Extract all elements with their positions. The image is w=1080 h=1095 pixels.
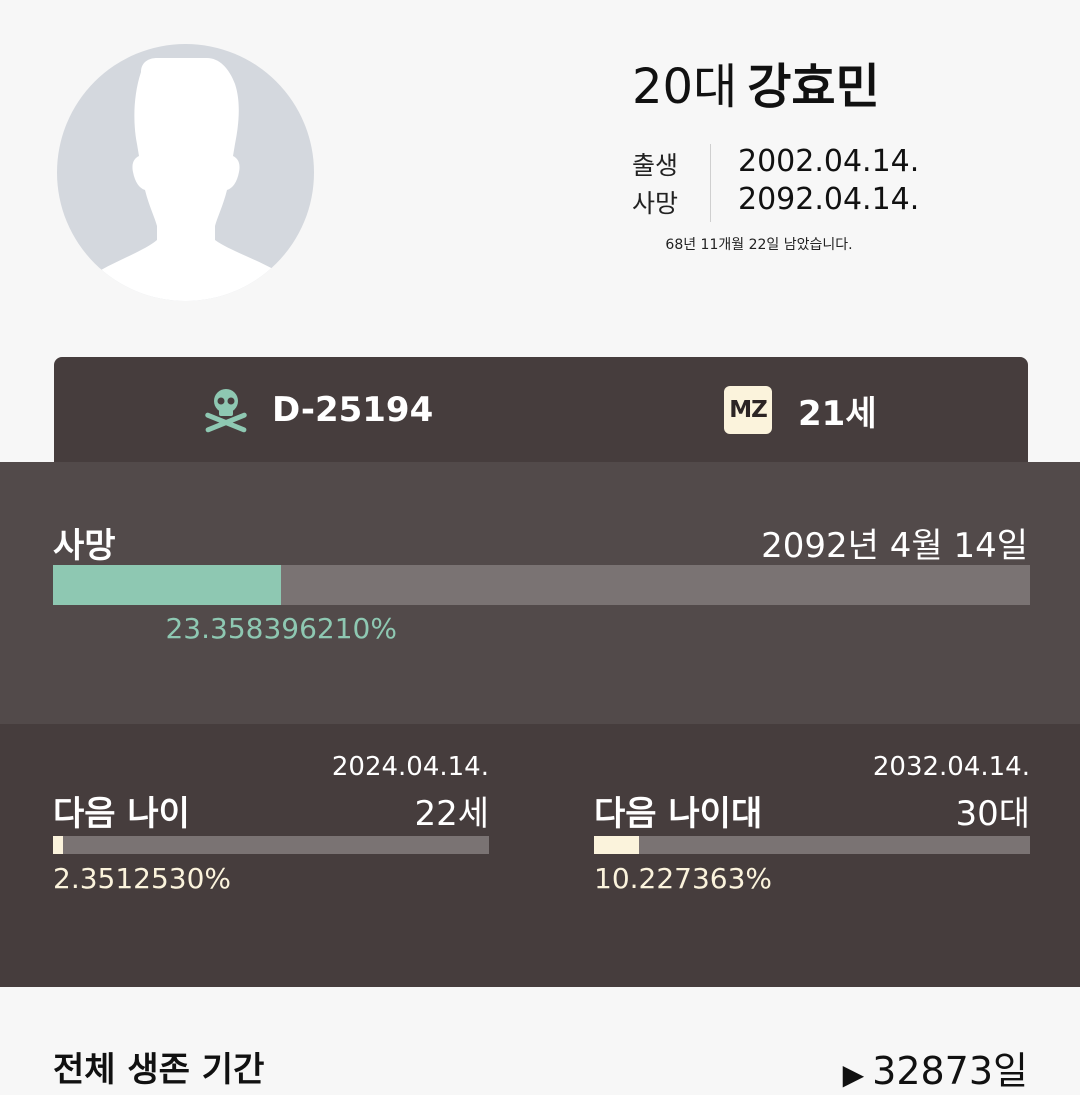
death-progress-section: 사망 2092년 4월 14일 23.358396210% (0, 462, 1080, 724)
current-age: MZ 21세 (724, 357, 877, 463)
next-decade-value: 30대 (955, 794, 1030, 834)
death-progress-bar (53, 565, 1030, 605)
total-lifespan-days: 32873일 (872, 1049, 1028, 1093)
death-progress-fill (53, 565, 282, 605)
next-age-block: 2024.04.14. 다음 나이 22세 2.3512530% (53, 724, 489, 987)
next-decade-date: 2032.04.14. (872, 752, 1030, 782)
next-age-percent: 2.3512530% (53, 862, 232, 895)
person-silhouette-icon (87, 58, 289, 301)
death-date-small: 2092.04.14. (738, 182, 920, 217)
next-milestones-section: 2024.04.14. 다음 나이 22세 2.3512530% 2032.04… (0, 724, 1080, 987)
next-age-title: 다음 나이 (53, 794, 190, 834)
profile-name-line: 20대 강효민 (632, 58, 880, 116)
avatar[interactable] (57, 44, 314, 301)
death-label-small: 사망 (632, 189, 679, 218)
remaining-time: 68년 11개월 22일 남았습니다. (665, 237, 853, 253)
total-lifespan-value[interactable]: ▶ 32873일 (843, 1040, 1028, 1095)
next-decade-progress-bar (594, 836, 1030, 854)
life-dates: 출생 2002.04.14. 사망 2092.04.14. (632, 144, 952, 222)
next-decade-block: 2032.04.14. 다음 나이대 30대 10.227363% (594, 724, 1030, 987)
death-date: 2092년 4월 14일 (761, 526, 1028, 566)
person-name: 강효민 (747, 59, 880, 115)
dday-countdown-text: D-25194 (272, 390, 434, 430)
dday-card: D-25194 MZ 21세 (54, 357, 1028, 463)
dates-divider (710, 144, 711, 222)
play-arrow-icon: ▶ (842, 1058, 865, 1091)
next-age-value: 22세 (414, 794, 489, 834)
skull-crossbones-icon (205, 389, 247, 433)
dday-countdown: D-25194 (202, 357, 433, 463)
current-age-text: 21세 (798, 393, 877, 434)
next-age-progress-bar (53, 836, 489, 854)
mz-badge-icon: MZ (724, 386, 772, 434)
next-decade-progress-fill (594, 836, 639, 854)
total-lifespan-label: 전체 생존 기간 (53, 1050, 265, 1090)
death-title: 사망 (53, 526, 116, 566)
next-age-progress-fill (53, 836, 64, 854)
birth-date: 2002.04.14. (738, 144, 920, 179)
next-decade-percent: 10.227363% (594, 862, 773, 895)
age-group: 20대 (632, 59, 738, 115)
next-decade-title: 다음 나이대 (594, 794, 763, 834)
birth-label: 출생 (632, 151, 679, 180)
death-percent: 23.358396210% (165, 612, 397, 645)
next-age-date: 2024.04.14. (331, 752, 489, 782)
